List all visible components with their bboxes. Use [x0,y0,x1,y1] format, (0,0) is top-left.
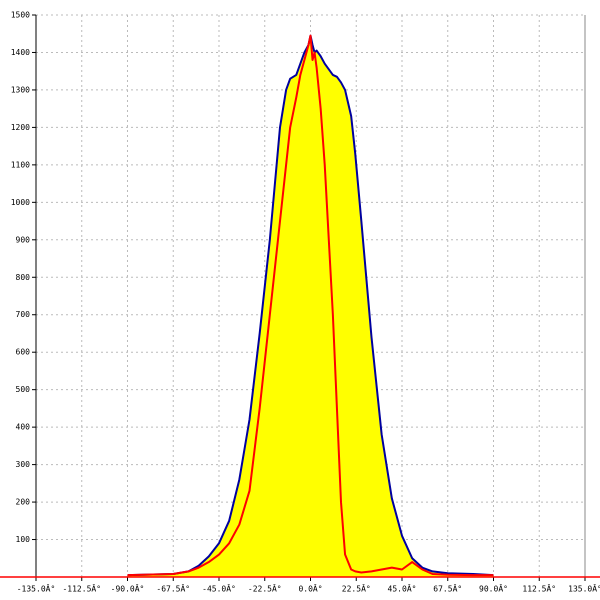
x-tick-label: -90.0Â° [111,583,145,594]
area-fill [127,35,494,577]
y-tick-label: 600 [16,348,31,357]
y-tick-label: 1200 [11,123,30,132]
y-tick-label: 900 [16,235,31,244]
x-tick-label: 45.0Â° [388,583,417,594]
x-tick-label: 90.0Â° [479,583,508,594]
y-tick-label: 1100 [11,160,30,169]
y-tick-label: 1300 [11,85,30,94]
series-line [127,34,494,577]
y-tick-label: 1400 [11,48,30,57]
y-tick-label: 100 [16,535,31,544]
series-line [127,34,494,577]
y-tick-label: 500 [16,385,31,394]
x-tick-label: -112.5Â° [62,583,101,594]
y-tick-label: 800 [16,273,31,282]
x-tick-label: 0.0Â° [298,583,322,594]
x-tick-label: -135.0Â° [17,583,56,594]
y-tick-label: 200 [16,498,31,507]
x-tick-label: -67.5Â° [156,583,190,594]
y-tick-label: 700 [16,310,31,319]
y-tick-label: 1500 [11,11,30,20]
x-tick-label: 22.5Â° [342,583,371,594]
x-tick-label: -45.0Â° [202,583,236,594]
y-tick-label: 1000 [11,198,30,207]
x-tick-label: 112.5Â° [522,583,556,594]
x-tick-label: -22.5Â° [248,583,282,594]
x-tick-label: 135.0Â° [568,583,600,594]
y-tick-label: 300 [16,460,31,469]
y-tick-label: 400 [16,423,31,432]
x-tick-label: 67.5Â° [433,583,462,594]
